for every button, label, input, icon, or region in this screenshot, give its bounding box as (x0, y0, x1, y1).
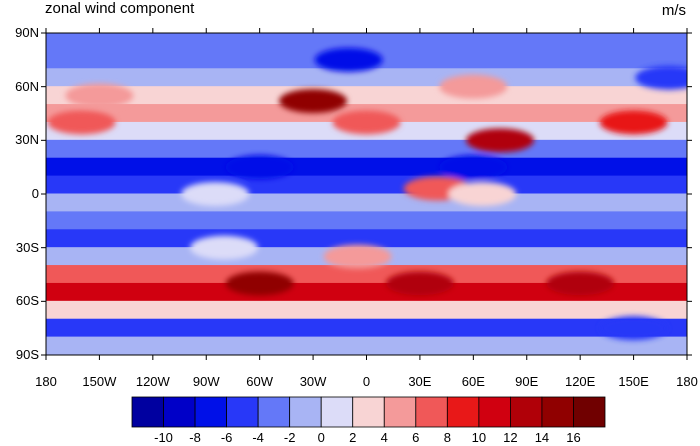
x-tick-label: 120W (135, 374, 170, 389)
colorbar-label: -4 (252, 430, 264, 445)
x-tick-label: 0 (362, 374, 371, 389)
colorbar-box (289, 396, 322, 428)
zonal-band (46, 265, 687, 284)
colorbar-label: -8 (189, 430, 201, 445)
zonal-bands (46, 33, 687, 355)
zonal-band (46, 300, 687, 320)
zonal-band (46, 68, 687, 88)
y-tick-label: 60S (15, 293, 39, 309)
colorbar-label: 12 (503, 430, 518, 445)
zonal-band (46, 193, 687, 213)
colorbar-box (226, 396, 259, 428)
wind-features (47, 47, 687, 341)
x-tick-label: 120E (564, 374, 596, 389)
colorbar-label: 0 (317, 430, 325, 445)
wind-feature (225, 271, 294, 296)
colorbar-label: 16 (566, 430, 581, 445)
wind-feature (635, 65, 687, 90)
wind-feature (466, 128, 535, 153)
x-tick-label: 60W (246, 374, 274, 389)
zonal-band (46, 318, 687, 338)
wind-feature (279, 88, 348, 113)
colorbar-box (478, 396, 511, 428)
colorbar-box (509, 396, 543, 428)
colorbar-box (320, 396, 354, 428)
x-tick-label: 150W (82, 374, 117, 389)
colorbar-label: -2 (283, 430, 296, 445)
wind-feature (323, 244, 392, 269)
colorbar-label: 6 (412, 430, 420, 445)
units-label: m/s (661, 2, 686, 19)
zonal-band (46, 211, 687, 231)
y-tick-label: 60N (15, 78, 39, 94)
colorbar-label: -10 (154, 430, 173, 445)
wind-feature (65, 83, 134, 108)
wind-feature (181, 182, 250, 206)
x-tick-label: 30E (408, 374, 432, 389)
x-tick-label: 150E (618, 374, 649, 389)
colorbar-box (131, 396, 164, 428)
colorbar-label: 10 (471, 430, 487, 445)
colorbar-label: 8 (443, 430, 451, 445)
x-tick-label: 90W (192, 374, 220, 389)
colorbar-label: -6 (220, 430, 233, 445)
zonal-band (46, 86, 687, 106)
colorbar-box (194, 396, 227, 428)
x-tick-label: 30W (299, 374, 327, 389)
zonal-band (46, 33, 687, 52)
zonal-band (46, 157, 687, 177)
zonal-band (46, 336, 687, 355)
wind-feature (439, 74, 508, 99)
colorbar-label: 14 (534, 430, 550, 445)
colorbar-box (257, 396, 291, 428)
wind-feature (599, 110, 668, 135)
zonal-band (46, 175, 687, 195)
x-tick-label: 60E (461, 374, 485, 389)
colorbar-box (415, 396, 448, 428)
zonal-band (46, 282, 687, 302)
colorbar-label: 4 (380, 430, 388, 445)
y-tick-label: 90N (15, 25, 39, 40)
wind-feature (385, 271, 454, 296)
wind-feature (599, 316, 668, 341)
wind-feature (225, 155, 294, 180)
colorbar-box (163, 396, 196, 428)
wind-feature (448, 182, 517, 206)
colorbar-box (541, 396, 574, 428)
colorbar-label: 2 (349, 430, 357, 445)
colorbar-box (352, 396, 385, 428)
y-tick-label: 30N (15, 132, 39, 148)
x-tick-label: 180 (35, 374, 57, 389)
colorbar (131, 396, 606, 428)
y-tick-label: 30S (15, 239, 39, 255)
wind-feature (190, 235, 259, 260)
heatmap-field (46, 33, 687, 355)
wind-feature (314, 47, 383, 72)
y-tick-label: 0 (31, 186, 39, 201)
wind-feature (47, 110, 116, 135)
chart-title: zonal wind component (45, 0, 195, 17)
y-tick-label: 90S (15, 347, 39, 362)
axis-ticks (41, 28, 692, 360)
colorbar-box (383, 396, 417, 428)
wind-feature (546, 271, 615, 296)
colorbar-box (446, 396, 480, 428)
wind-feature (332, 110, 401, 135)
wind-feature (439, 155, 508, 180)
x-tick-label: 90E (515, 374, 539, 389)
x-tick-label: 180 (676, 374, 698, 389)
colorbar-box (573, 396, 606, 428)
zonal-band (46, 139, 687, 159)
